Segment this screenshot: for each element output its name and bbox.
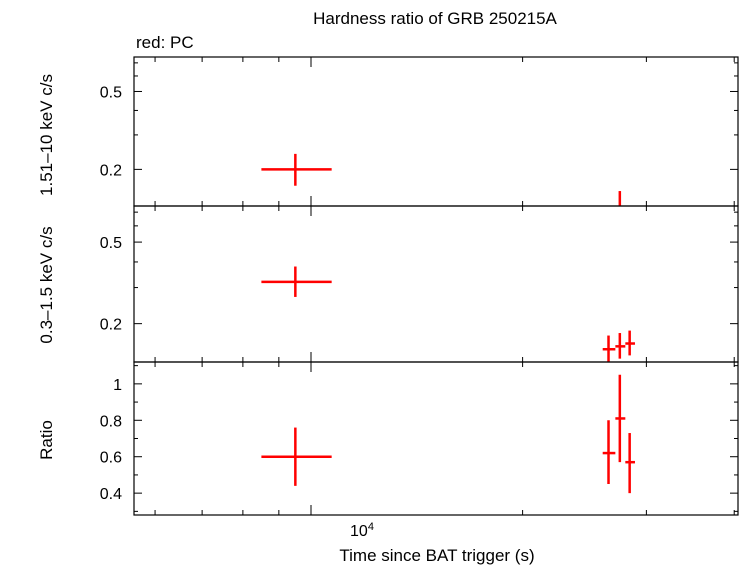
y-axis-label: 1.51–10 keV c/s	[37, 74, 56, 196]
data-point	[261, 153, 332, 186]
chart-title: Hardness ratio of GRB 250215A	[313, 9, 557, 28]
y-axis-label: 0.3–1.5 keV c/s	[37, 226, 56, 343]
panel-top: 0.2 0.5 1.51–10 keV c/s	[37, 56, 739, 207]
panels: 0.2 0.5 1.51–10 keV c/s 0.2 0.5 0.3–1.5 keV c…	[37, 56, 739, 516]
y-axis-label: Ratio	[37, 420, 56, 460]
data-point	[602, 335, 616, 362]
y-tick-label: 1	[113, 377, 122, 394]
panel-bottom: 0.4 0.6 0.8 1 Ratio	[37, 361, 739, 516]
data-point	[615, 374, 626, 463]
y-tick-label: 0.8	[100, 413, 122, 430]
x-tick-label-exp: 4	[368, 521, 374, 533]
data-point	[261, 427, 332, 486]
x-axis-label: Time since BAT trigger (s)	[339, 546, 534, 565]
data-point	[625, 433, 635, 494]
y-tick-label: 0.4	[100, 486, 122, 503]
y-tick-label: 0.2	[100, 317, 122, 334]
y-tick-label: 0.2	[100, 162, 122, 179]
data-point	[615, 333, 626, 359]
data-points	[261, 266, 635, 362]
y-tick-label: 0.5	[100, 235, 122, 252]
legend-text: red: PC	[136, 33, 194, 52]
svg-text:104: 104	[350, 521, 374, 540]
y-tick-label: 0.6	[100, 450, 122, 467]
x-tick-label-base: 10	[350, 523, 368, 540]
data-points	[261, 374, 635, 494]
data-point	[625, 330, 635, 356]
data-point	[261, 266, 332, 297]
x-tick-label: 104	[350, 521, 374, 540]
data-point	[602, 420, 616, 485]
y-tick-label: 0.5	[100, 84, 122, 101]
